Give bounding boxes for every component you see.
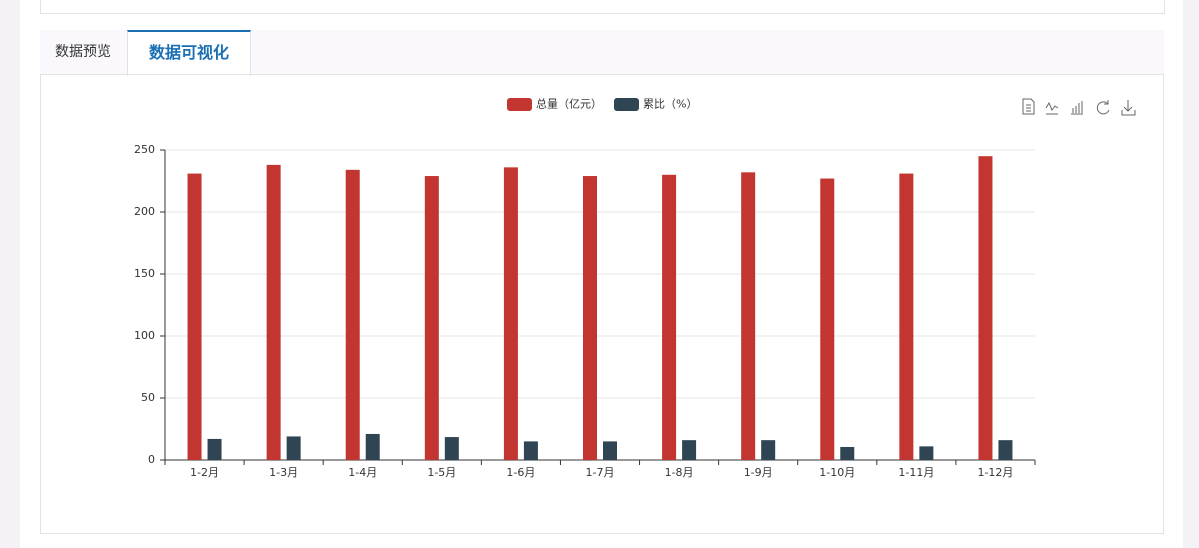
y-tick-label: 100	[134, 329, 155, 342]
bar	[503, 167, 518, 461]
bar	[444, 437, 459, 460]
bar	[424, 176, 439, 461]
tab-active[interactable]: 数据可视化	[127, 30, 251, 76]
x-tick-label: 1-6月	[506, 466, 535, 479]
tool-line[interactable]	[1045, 101, 1059, 115]
legend-swatch	[507, 98, 532, 111]
legend-label: 累比（%）	[643, 98, 697, 111]
bar	[682, 440, 697, 460]
x-tick-label: 1-7月	[586, 466, 615, 479]
y-tick-label: 250	[134, 143, 155, 156]
bar	[840, 446, 855, 460]
x-tick-label: 1-4月	[348, 466, 377, 479]
bar	[998, 440, 1013, 460]
x-tick-label: 1-8月	[665, 466, 694, 479]
bar	[603, 441, 617, 460]
x-tick-label: 1-5月	[427, 466, 456, 479]
bar	[741, 172, 756, 460]
legend-label: 总量（亿元）	[536, 97, 602, 111]
x-tick-label: 1-10月	[819, 466, 855, 479]
bar	[365, 433, 380, 460]
x-tick-label: 1-11月	[898, 466, 934, 479]
bar	[919, 446, 934, 460]
y-tick-label: 50	[141, 391, 155, 404]
x-tick-label: 1-2月	[190, 466, 219, 479]
toolbox	[1022, 98, 1136, 116]
top-panel	[40, 0, 1165, 14]
tool-save[interactable]	[1121, 100, 1136, 116]
x-tick-label: 1-9月	[744, 466, 773, 479]
tab-bar: 数据预览 数据可视化	[40, 30, 1164, 76]
legend-swatch	[614, 98, 639, 111]
bar	[523, 441, 538, 460]
bar	[761, 440, 776, 460]
bar	[187, 173, 202, 460]
bar	[899, 173, 914, 460]
x-tick-label: 1-12月	[977, 466, 1013, 479]
chart-panel	[40, 74, 1164, 534]
bar	[345, 169, 360, 460]
bar	[266, 164, 281, 460]
bar	[662, 174, 677, 461]
y-tick-label: 150	[134, 267, 155, 280]
bar	[207, 438, 222, 460]
tool-data-view[interactable]	[1022, 98, 1035, 115]
tool-bar[interactable]	[1071, 101, 1083, 115]
bar	[820, 178, 835, 460]
bar	[978, 156, 993, 460]
bar	[583, 176, 597, 461]
x-tick-label: 1-3月	[269, 466, 298, 479]
y-tick-label: 200	[134, 205, 155, 218]
bar	[286, 436, 301, 460]
tool-restore[interactable]	[1096, 100, 1110, 115]
y-tick-label: 0	[148, 453, 155, 466]
tab[interactable]: 数据预览	[55, 44, 111, 60]
